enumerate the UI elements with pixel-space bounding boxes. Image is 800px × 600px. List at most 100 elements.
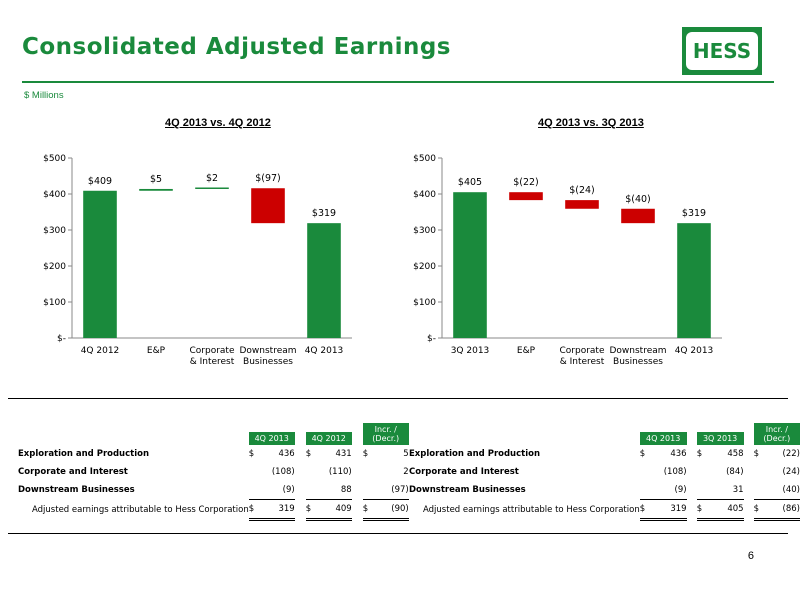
currency-sign (640, 463, 654, 481)
column-header: 4Q 2013 (248, 432, 295, 445)
table-row: Corporate and Interest (108) (110) 2 (18, 463, 409, 481)
row-label: Exploration and Production (18, 449, 150, 459)
chart-title-left: 4Q 2013 vs. 4Q 2012 (165, 117, 271, 129)
currency-sign: $ (639, 449, 646, 459)
cell-value: (84) (726, 467, 744, 477)
cell-value: 458 (727, 449, 744, 459)
x-tick-label: & Interest (190, 357, 235, 367)
bar (307, 223, 341, 338)
logo-text: HESS (692, 39, 752, 63)
data-label: $(24) (569, 185, 595, 196)
currency-sign (754, 463, 767, 481)
bar (621, 208, 655, 224)
data-label: $405 (458, 177, 482, 188)
column-header: 4Q 2013 (639, 432, 687, 445)
y-tick-label: $- (57, 334, 66, 344)
data-label: $409 (88, 176, 112, 187)
hess-logo: HESS (682, 27, 762, 75)
bar (453, 192, 487, 338)
y-tick-label: $400 (43, 190, 66, 200)
data-label: $(97) (255, 173, 281, 184)
x-tick-label: 4Q 2013 (305, 346, 344, 356)
cell-value: (97) (376, 481, 409, 500)
currency-sign: $ (248, 499, 263, 521)
currency-sign (639, 481, 654, 500)
cell-value: (86) (767, 499, 800, 521)
comparison-table-left: 4Q 2013 4Q 2012 Incr. / (Decr.) Exploration … (18, 417, 409, 521)
currency-sign (363, 463, 377, 481)
currency-sign: $ (305, 499, 320, 521)
currency-sign: $ (753, 499, 768, 521)
data-label: $2 (206, 173, 218, 184)
y-tick-label: $100 (43, 298, 66, 308)
currency-sign: $ (362, 499, 377, 521)
row-label: Exploration and Production (409, 449, 541, 459)
y-tick-label: $200 (43, 262, 66, 272)
y-tick-label: $300 (413, 226, 436, 236)
cell-value: 88 (319, 481, 352, 500)
table-top-rule (8, 398, 788, 399)
bar (677, 223, 711, 338)
cell-value: (40) (767, 481, 800, 500)
x-tick-label: Businesses (243, 357, 293, 367)
currency-sign: $ (753, 449, 760, 459)
x-tick-label: Downstream (239, 346, 296, 356)
table-row: Corporate and Interest (108) (84) (24) (409, 463, 800, 481)
cell-value: 319 (653, 499, 687, 521)
currency-sign: $ (305, 449, 312, 459)
x-tick-label: Corporate (190, 346, 235, 356)
x-tick-label: Downstream (609, 346, 666, 356)
currency-sign: $ (639, 499, 654, 521)
currency-sign: $ (696, 449, 703, 459)
cell-value: 405 (710, 499, 744, 521)
row-label: Adjusted earnings attributable to Hess C… (423, 504, 640, 515)
currency-sign: $ (362, 449, 369, 459)
currency-sign (249, 463, 263, 481)
currency-sign (362, 481, 377, 500)
x-tick-label: E&P (517, 346, 536, 356)
column-header: Incr. / (Decr.) (362, 423, 409, 445)
title-divider (22, 81, 774, 83)
row-label: Adjusted earnings attributable to Hess C… (32, 504, 249, 515)
cell-value: (24) (782, 467, 800, 477)
column-header: Incr. / (Decr.) (753, 423, 800, 445)
currency-sign (697, 463, 711, 481)
cell-value: 436 (278, 449, 295, 459)
y-tick-label: $100 (413, 298, 436, 308)
cell-value: (9) (653, 481, 687, 500)
y-tick-label: $300 (43, 226, 66, 236)
cell-value: (9) (262, 481, 295, 500)
currency-sign (306, 463, 320, 481)
cell-value: 319 (262, 499, 295, 521)
y-tick-label: $200 (413, 262, 436, 272)
currency-sign (696, 481, 711, 500)
waterfall-chart-left: $- $100 $200 $300 $400 $500 $409 4Q 2012 $5 E&P $2… (43, 154, 352, 367)
cell-value: 2 (403, 467, 409, 477)
bar (509, 192, 543, 201)
y-tick-label: $- (427, 334, 436, 344)
bar (83, 190, 117, 338)
table-row: Exploration and Production $436 $458 $ (22) (409, 445, 800, 463)
data-label: $319 (682, 208, 706, 219)
currency-sign (248, 481, 263, 500)
table-header-row: 4Q 2013 3Q 2013 Incr. / (Decr.) (409, 417, 800, 445)
bar (139, 188, 173, 191)
row-label: Downstream Businesses (18, 485, 135, 496)
data-label: $319 (312, 208, 336, 219)
bar (251, 188, 285, 224)
data-label: $(22) (513, 177, 539, 188)
currency-sign: $ (696, 499, 711, 521)
row-label: Downstream Businesses (409, 485, 526, 496)
cell-value: (22) (782, 449, 800, 459)
y-tick-label: $500 (43, 154, 66, 164)
x-tick-label: 4Q 2013 (675, 346, 714, 356)
cell-value: 431 (335, 449, 352, 459)
bar (195, 187, 229, 189)
y-tick-label: $400 (413, 190, 436, 200)
x-tick-label: & Interest (560, 357, 605, 367)
x-tick-label: E&P (147, 346, 166, 356)
data-label: $(40) (625, 194, 651, 205)
chart-title-right: 4Q 2013 vs. 3Q 2013 (538, 117, 644, 129)
table-row: Downstream Businesses (9) 88 (97) (18, 481, 409, 500)
table-row: Downstream Businesses (9) 31 (40) (409, 481, 800, 500)
